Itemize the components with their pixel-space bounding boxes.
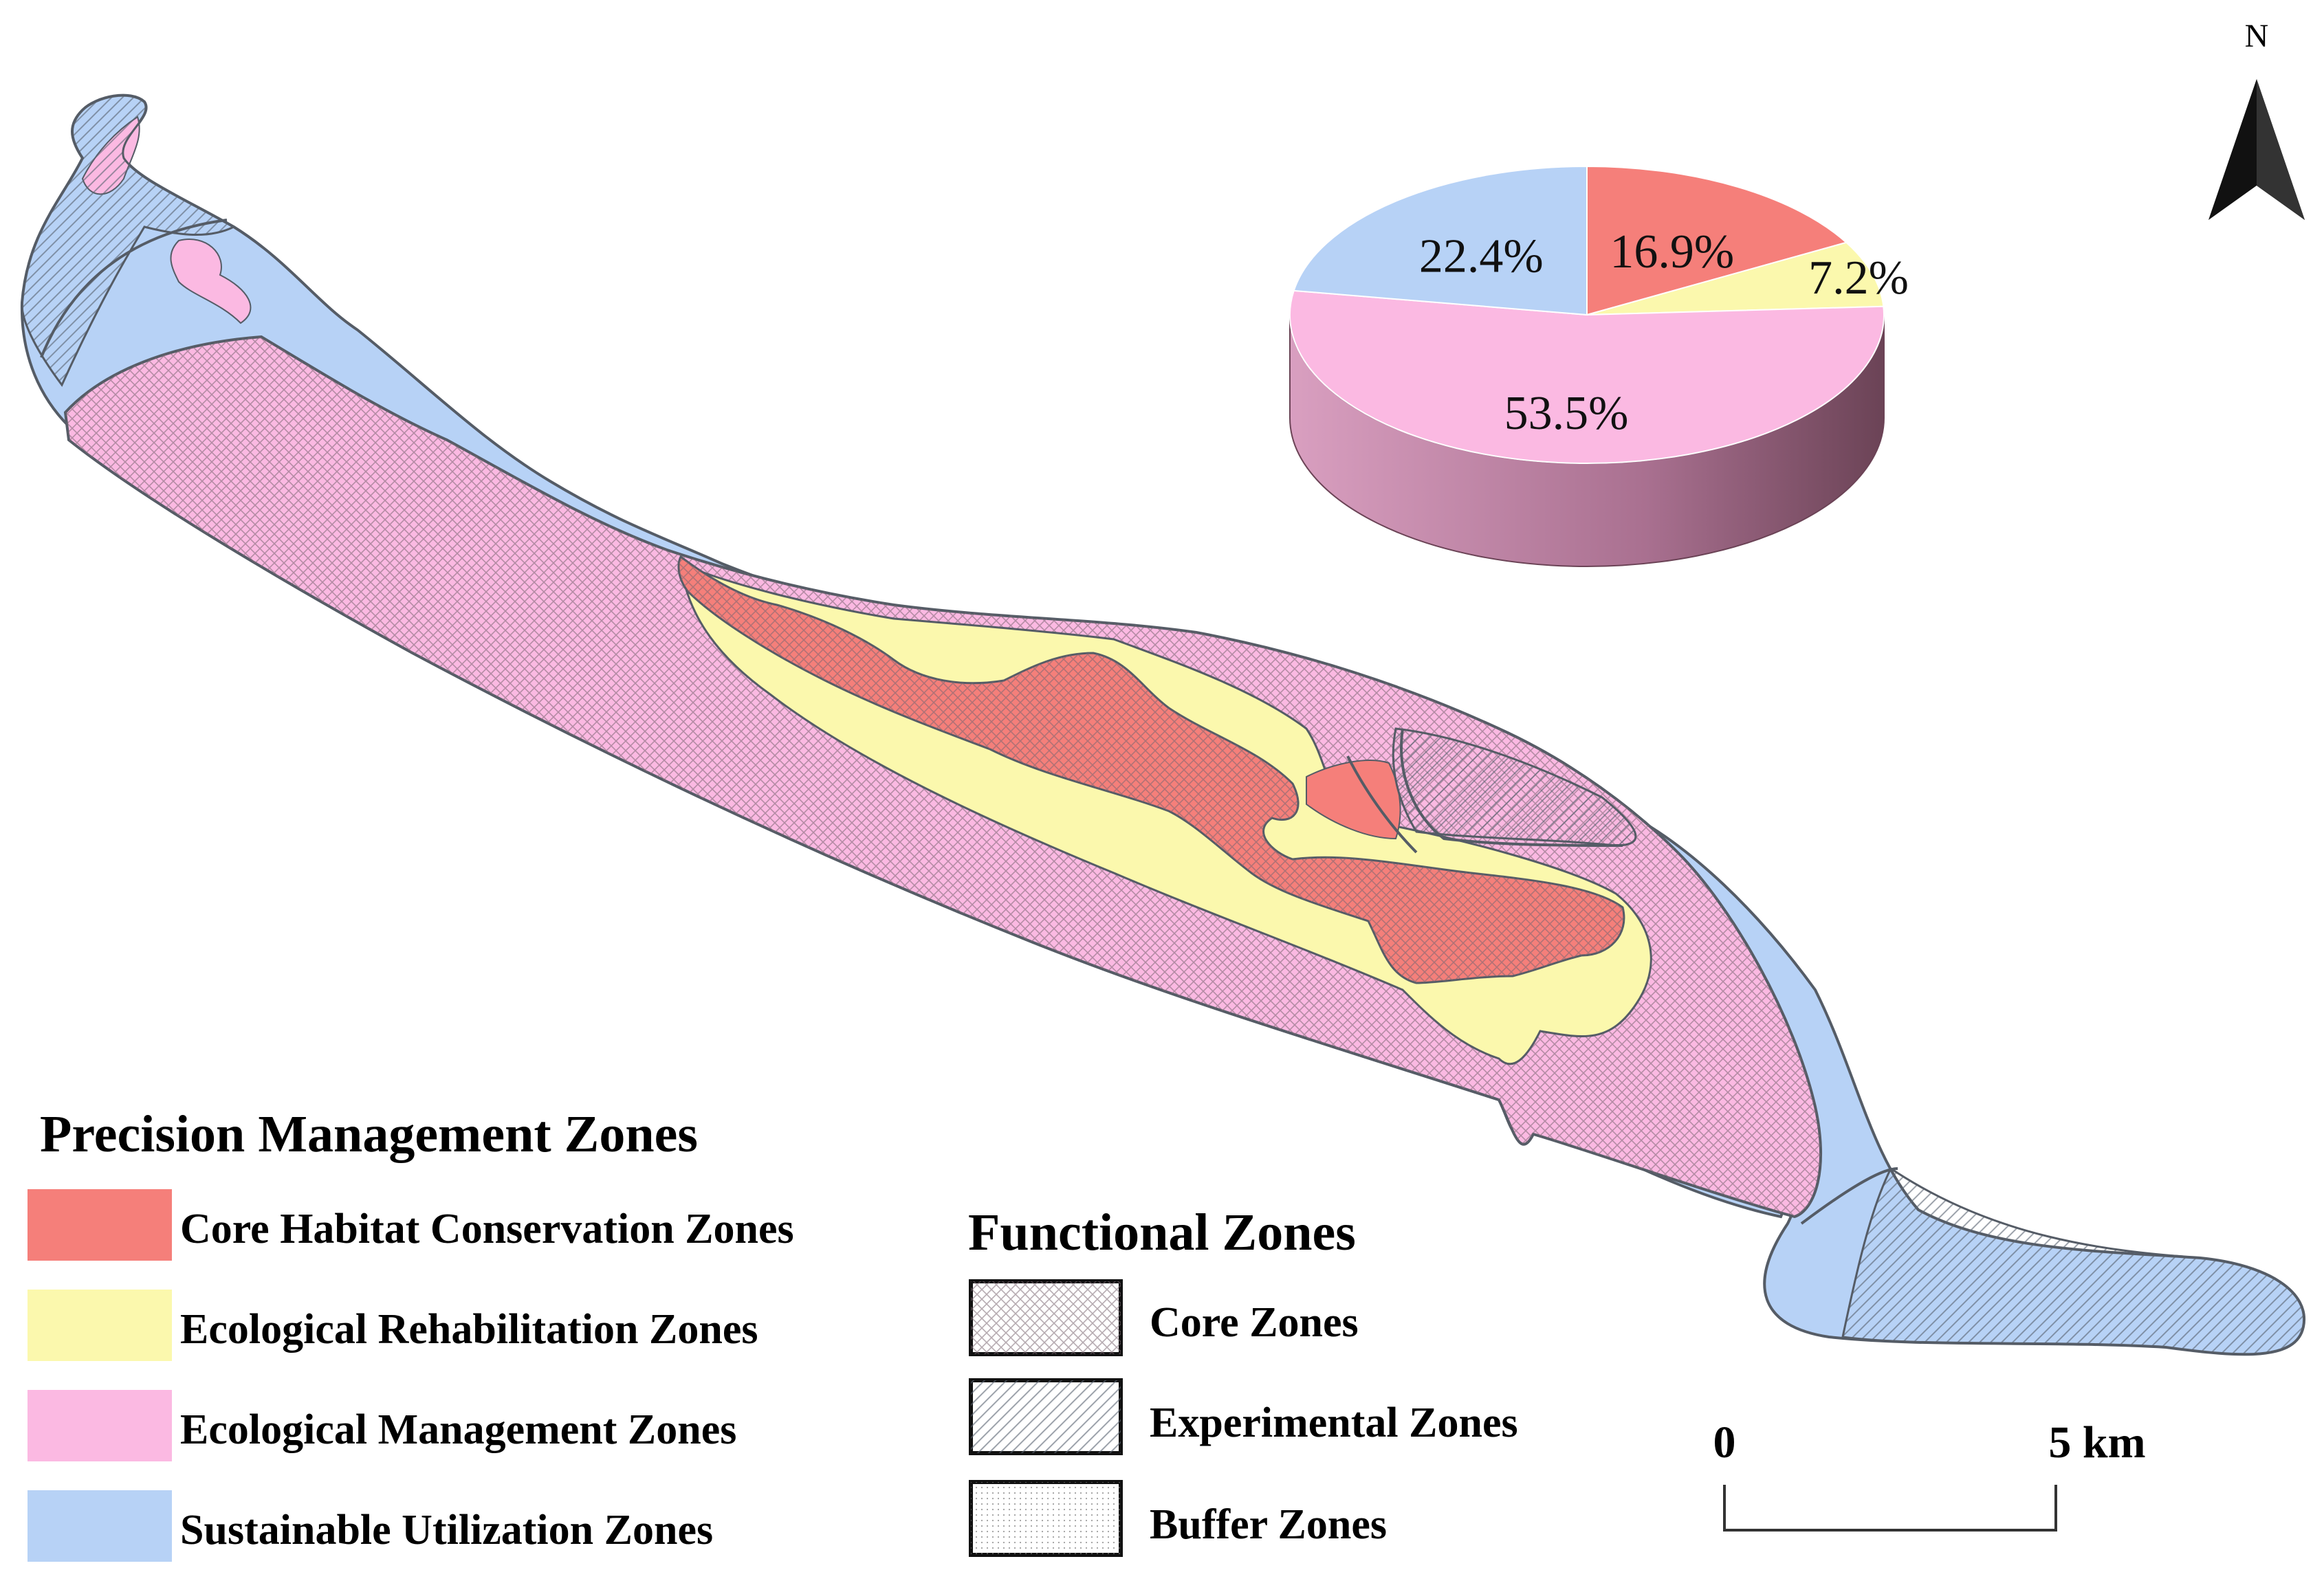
pie-slice-label: 53.5% — [1504, 387, 1629, 440]
map-region-group — [20, 93, 2306, 1356]
legend-label: Core Habitat Conservation Zones — [180, 1206, 794, 1252]
scale-bar: 0 5 km — [1713, 1417, 2146, 1532]
legend-label: Ecological Rehabilitation Zones — [180, 1306, 758, 1353]
pie-slice-management — [1289, 289, 1885, 464]
legend-item-core-habitat: Core Habitat Conservation Zones — [28, 1189, 794, 1261]
pie-slice-rehabilitation — [1586, 241, 1885, 316]
legend-functional: Functional Zones Core Zones Experimental… — [968, 1204, 1518, 1557]
scale-bar-line — [1723, 1485, 2057, 1532]
legend-item-core-zones: Core Zones — [969, 1279, 1359, 1356]
experimental-zone-southeast — [1841, 1167, 2305, 1356]
functional-boundary-line — [1400, 728, 1623, 847]
legend-swatch-management — [28, 1390, 172, 1461]
pie-slice-sustainable — [1293, 165, 1588, 316]
legend-label: Experimental Zones — [1150, 1400, 1518, 1446]
legend-item-experimental-zones: Experimental Zones — [969, 1378, 1518, 1455]
legend-item-sustainable: Sustainable Utilization Zones — [28, 1490, 713, 1562]
zone-share-pie-chart: 16.9% 7.2% 53.5% 22.4% — [1289, 165, 1909, 567]
legend-functional-title: Functional Zones — [968, 1204, 1356, 1261]
core-habitat-hatch — [679, 557, 1624, 983]
north-label: N — [2245, 18, 2269, 54]
pie-slice-label: 7.2% — [1808, 252, 1909, 305]
legend-label: Buffer Zones — [1150, 1501, 1387, 1548]
functional-boundary-line — [40, 219, 228, 358]
north-arrow: N — [2208, 18, 2305, 220]
pie-slice-label: 22.4% — [1419, 230, 1544, 283]
experimental-zone-north — [21, 94, 237, 387]
legend-swatch-rehabilitation — [28, 1290, 172, 1361]
legend-label: Sustainable Utilization Zones — [180, 1507, 713, 1554]
pie-slice-core-habitat — [1586, 165, 1848, 316]
legend-precision: Precision Management Zones Core Habitat … — [28, 1105, 794, 1562]
legend-item-rehabilitation: Ecological Rehabilitation Zones — [28, 1290, 758, 1361]
functional-boundary-line — [1346, 755, 1418, 854]
legend-item-buffer-zones: Buffer Zones — [969, 1480, 1387, 1557]
legend-label: Core Zones — [1150, 1299, 1359, 1346]
legend-precision-title: Precision Management Zones — [40, 1105, 698, 1163]
legend-swatch-sustainable — [28, 1490, 172, 1562]
legend-label: Ecological Management Zones — [180, 1406, 736, 1453]
legend-item-management: Ecological Management Zones — [28, 1390, 736, 1461]
scale-bar-start-label: 0 — [1713, 1417, 1736, 1468]
functional-boundary-line — [1800, 1167, 1898, 1225]
management-pocket-upper — [170, 239, 252, 324]
pie-slice-label: 16.9% — [1610, 225, 1734, 278]
legend-swatch-core-habitat — [28, 1189, 172, 1261]
scale-bar-end-label: 5 km — [2048, 1417, 2145, 1468]
